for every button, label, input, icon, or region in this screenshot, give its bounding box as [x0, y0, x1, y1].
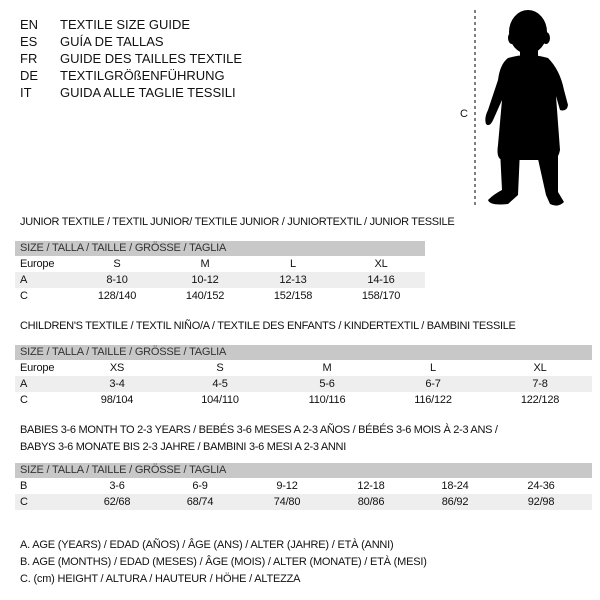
baby-silhouette-figure	[474, 10, 568, 207]
table-header: SIZE / TALLA / TAILLE / GRÖSSE / TAGLIA	[15, 241, 425, 256]
children-size-table: SIZE / TALLA / TAILLE / GRÖSSE / TAGLIA …	[15, 345, 592, 408]
baby-silhouette-icon	[485, 10, 568, 206]
children-heading: CHILDREN'S TEXTILE / TEXTIL NIÑO/A / TEX…	[20, 320, 516, 332]
height-measure-label: C	[460, 108, 468, 120]
table-row: C 98/104 104/110 110/116 116/122 122/128	[20, 394, 560, 406]
babies-heading-line-1: BABIES 3-6 MONTH TO 2-3 YEARS / BEBÉS 3-…	[20, 424, 498, 436]
table-row: Europe XS S M L XL	[20, 362, 547, 374]
junior-size-table: SIZE / TALLA / TAILLE / GRÖSSE / TAGLIA …	[15, 241, 425, 304]
table-row: B 3-6 6-9 9-12 12-18 18-24 24-36	[20, 480, 555, 492]
table-row: C 128/140 140/152 152/158 158/170	[20, 290, 401, 302]
table-row: Europe S M L XL	[20, 258, 388, 270]
legend-b: B. AGE (MONTHS) / EDAD (MESES) / ÂGE (MO…	[20, 556, 427, 568]
title-es: ES GUÍA DE TALLAS	[20, 34, 164, 49]
junior-heading: JUNIOR TEXTILE / TEXTIL JUNIOR/ TEXTILE …	[20, 216, 455, 228]
title-it: IT GUIDA ALLE TAGLIE TESSILI	[20, 85, 236, 100]
babies-size-table: SIZE / TALLA / TAILLE / GRÖSSE / TAGLIA …	[15, 463, 592, 510]
table-row: A 3-4 4-5 5-6 6-7 7-8	[15, 376, 592, 392]
babies-heading-line-2: BABYS 3-6 MONATE BIS 2-3 JAHRE / BAMBINI…	[20, 441, 346, 453]
legend-c: C. (cm) HEIGHT / ALTURA / HAUTEUR / HÖHE…	[20, 573, 301, 585]
table-row: C 62/68 68/74 74/80 80/86 86/92 92/98	[15, 494, 592, 510]
title-en: EN TEXTILE SIZE GUIDE	[20, 17, 191, 32]
table-header: SIZE / TALLA / TAILLE / GRÖSSE / TAGLIA	[15, 463, 592, 478]
title-de: DE TEXTILGRÖßENFÜHRUNG	[20, 68, 225, 83]
title-fr: FR GUIDE DES TAILLES TEXTILE	[20, 51, 243, 66]
legend-a: A. AGE (YEARS) / EDAD (AÑOS) / ÂGE (ANS)…	[20, 539, 394, 551]
table-row: A 8-10 10-12 12-13 14-16	[15, 272, 425, 288]
table-header: SIZE / TALLA / TAILLE / GRÖSSE / TAGLIA	[15, 345, 592, 360]
